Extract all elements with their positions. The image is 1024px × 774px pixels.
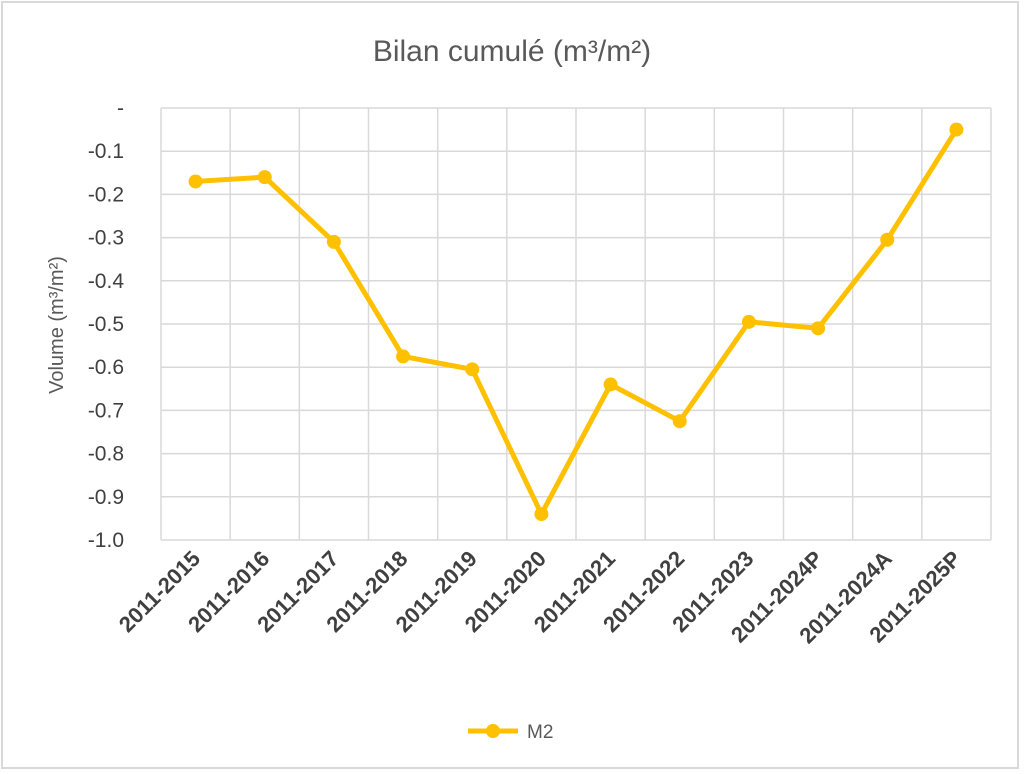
chart-title: Bilan cumulé (m³/m²) (373, 35, 651, 68)
data-point (188, 174, 203, 189)
data-point (326, 234, 341, 249)
y-axis-label: Volume (m³/m²) (46, 256, 68, 394)
data-point (672, 414, 687, 429)
data-point (811, 321, 826, 336)
data-point (534, 507, 549, 522)
y-tick-label: -0.9 (88, 486, 124, 509)
data-point (880, 232, 895, 247)
y-tick-label: -0.7 (88, 399, 124, 422)
legend-label-m2: M2 (527, 722, 553, 743)
data-point (257, 170, 272, 185)
y-axis-ticks: - -0.1 -0.2 -0.3 -0.4 -0.5 -0.6 -0.7 -0.8 -0.9 -1.… (88, 97, 125, 552)
y-tick-label: -0.4 (88, 270, 125, 293)
y-tick-label: -0.1 (88, 140, 124, 163)
data-point (603, 377, 618, 392)
data-point (396, 349, 411, 364)
y-tick-label: -1.0 (88, 529, 124, 552)
series-line-m2 (195, 128, 959, 517)
y-tick-label: - (117, 97, 124, 120)
data-point (741, 314, 756, 329)
data-point (949, 122, 964, 137)
legend: M2 (468, 722, 553, 743)
y-tick-label: -0.3 (88, 227, 124, 250)
y-tick-label: -0.6 (88, 356, 124, 379)
series-group (188, 122, 964, 522)
y-tick-label: -0.5 (88, 313, 124, 336)
gridlines (160, 107, 992, 541)
legend-marker-m2 (486, 724, 500, 738)
y-tick-label: -0.8 (88, 443, 124, 466)
data-point (465, 362, 480, 377)
y-tick-label: -0.2 (88, 183, 124, 206)
x-axis-ticks: 2011-20152011-20162011-20172011-20182011… (114, 546, 966, 649)
